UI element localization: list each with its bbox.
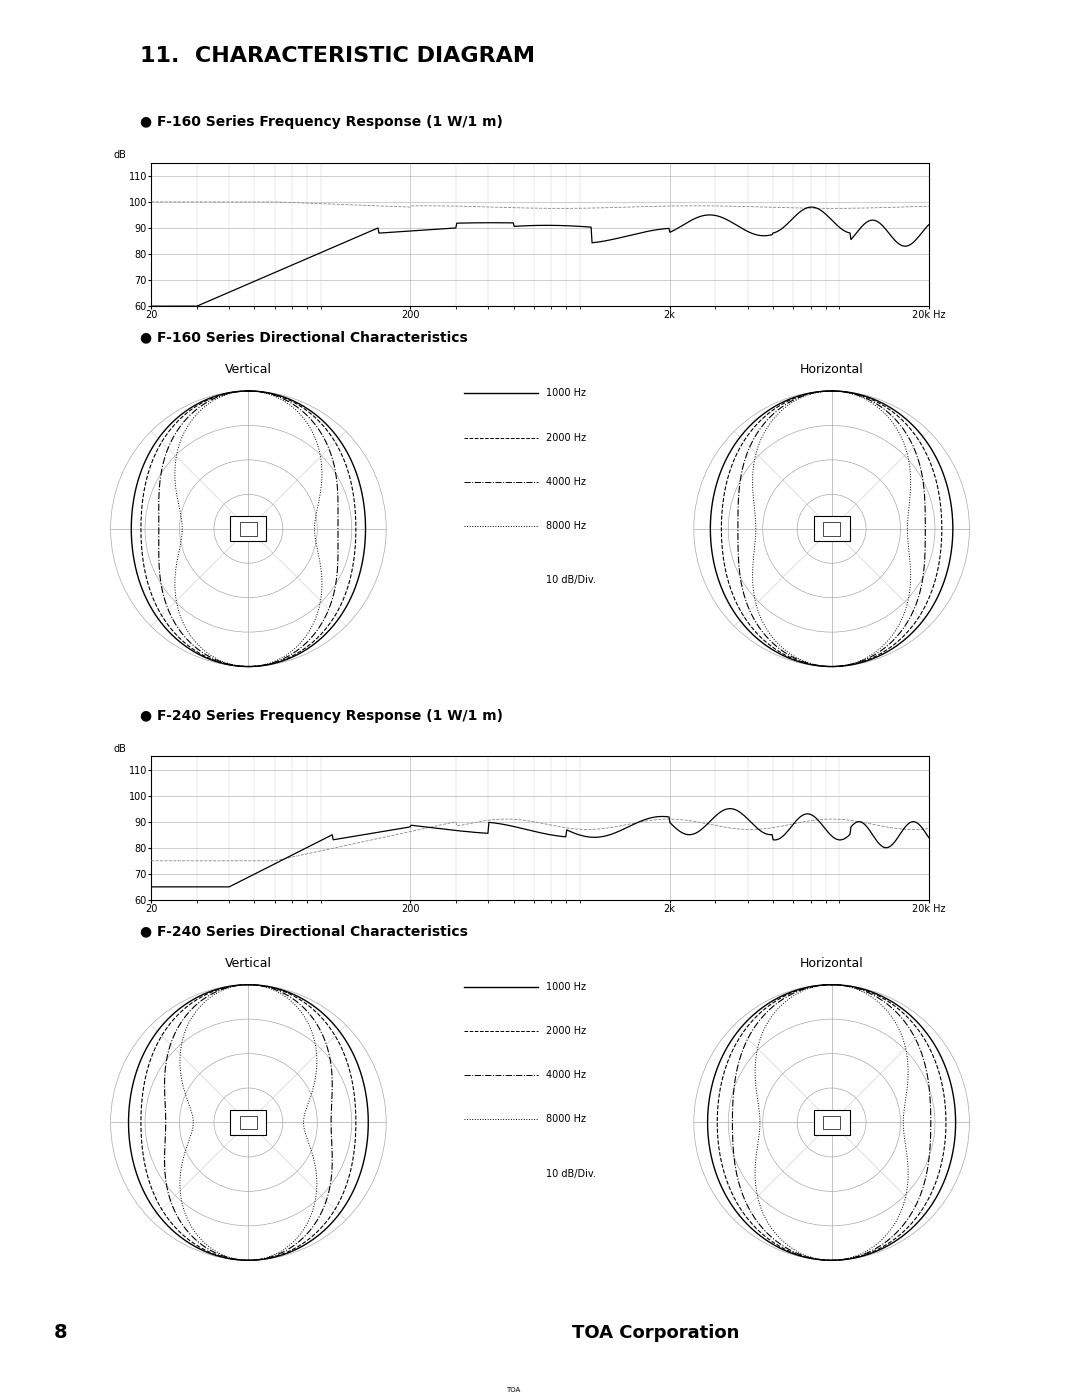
Text: TOA Corporation: TOA Corporation bbox=[572, 1324, 740, 1343]
Text: 11.  CHARACTERISTIC DIAGRAM: 11. CHARACTERISTIC DIAGRAM bbox=[140, 46, 536, 66]
Text: 8: 8 bbox=[54, 1323, 68, 1343]
Text: ● F-160 Series Frequency Response (1 W/1 m): ● F-160 Series Frequency Response (1 W/1… bbox=[140, 115, 503, 130]
Text: ● F-240 Series Frequency Response (1 W/1 m): ● F-240 Series Frequency Response (1 W/1… bbox=[140, 708, 503, 724]
Text: ● F-160 Series Directional Characteristics: ● F-160 Series Directional Characteristi… bbox=[140, 331, 468, 345]
Text: ● F-240 Series Directional Characteristics: ● F-240 Series Directional Characteristi… bbox=[140, 925, 469, 939]
